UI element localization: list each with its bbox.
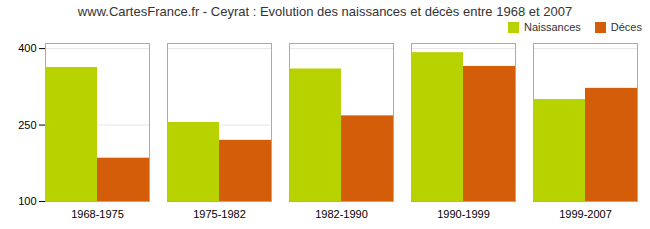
html-text:www.CartesFrance.fr - Ceyrat :: www.CartesFrance.fr - Ceyrat : Evolution… [77,4,573,19]
svg-text:250: 250 [18,119,36,131]
svg-text:100: 100 [18,195,36,207]
svg-text:1975-1982: 1975-1982 [193,208,246,220]
html-text:Déces: Déces [610,21,642,33]
svg-text:1968-1975: 1968-1975 [71,208,124,220]
svg-text:1999-2007: 1999-2007 [559,208,612,220]
html-text:Naissances: Naissances [524,21,581,33]
svg-text:1990-1999: 1990-1999 [437,208,490,220]
svg-text:1982-1990: 1982-1990 [315,208,368,220]
svg-text:400: 400 [18,42,36,54]
